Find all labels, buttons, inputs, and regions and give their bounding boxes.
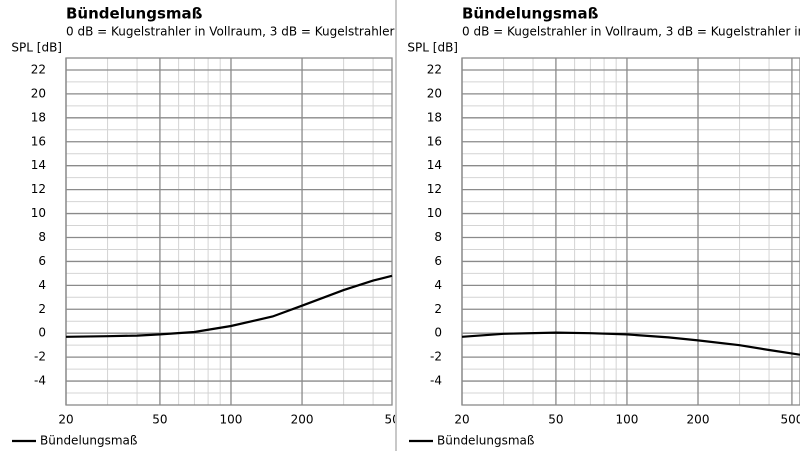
y-axis-label: SPL [dB] bbox=[407, 41, 458, 55]
x-tick-label: 50 bbox=[152, 413, 167, 427]
y-axis-label: SPL [dB] bbox=[11, 41, 62, 55]
x-tick-label: 200 bbox=[687, 413, 710, 427]
x-tick-label: 20 bbox=[454, 413, 469, 427]
y-tick-label: 2 bbox=[434, 302, 442, 316]
y-tick-label: 0 bbox=[434, 326, 442, 340]
y-tick-label: 10 bbox=[31, 206, 46, 220]
y-tick-label: -2 bbox=[430, 350, 442, 364]
y-tick-label: 10 bbox=[427, 206, 442, 220]
y-tick-label: 4 bbox=[38, 278, 46, 292]
y-tick-label: -4 bbox=[430, 374, 442, 388]
y-tick-label: 20 bbox=[31, 86, 46, 100]
chart: Bündelungsmaß 0 dB = Kugelstrahler in Vol… bbox=[407, 5, 800, 448]
x-tick-label: 500 bbox=[780, 413, 800, 427]
y-tick-label: 6 bbox=[38, 254, 46, 268]
y-tick-label: 18 bbox=[427, 110, 442, 124]
x-tick-label: 50 bbox=[548, 413, 563, 427]
divider bbox=[395, 0, 397, 451]
y-tick-label: 16 bbox=[427, 134, 442, 148]
y-tick-label: 14 bbox=[31, 158, 46, 172]
y-tick-label: 22 bbox=[31, 62, 46, 76]
data-line bbox=[461, 331, 800, 356]
chart-title: Bündelungsmaß bbox=[66, 5, 203, 23]
chart-title: Bündelungsmaß bbox=[462, 5, 599, 23]
legend-label: Bündelungsmaß bbox=[40, 434, 138, 448]
y-tick-label: 12 bbox=[427, 182, 442, 196]
chart: Bündelungsmaß 0 dB = Kugelstrahler in Vol… bbox=[11, 5, 395, 448]
plot-frame bbox=[461, 57, 800, 406]
x-tick-label: 100 bbox=[616, 413, 639, 427]
y-tick-label: 18 bbox=[31, 110, 46, 124]
y-tick-label: 22 bbox=[427, 62, 442, 76]
y-tick-label: 2 bbox=[38, 302, 46, 316]
y-tick-label: 4 bbox=[434, 278, 442, 292]
plot-frame bbox=[65, 57, 393, 406]
data-line bbox=[65, 274, 393, 338]
x-tick-label: 500 bbox=[385, 413, 395, 427]
x-tick-label: 100 bbox=[220, 413, 243, 427]
y-tick-label: -4 bbox=[34, 374, 46, 388]
y-tick-label: 0 bbox=[38, 326, 46, 340]
y-tick-label: 8 bbox=[38, 230, 46, 244]
y-tick-label: 8 bbox=[434, 230, 442, 244]
x-tick-label: 20 bbox=[58, 413, 73, 427]
y-tick-label: -2 bbox=[34, 350, 46, 364]
y-tick-label: 16 bbox=[31, 134, 46, 148]
y-tick-label: 12 bbox=[31, 182, 46, 196]
x-tick-label: 200 bbox=[291, 413, 314, 427]
chart-subtitle: 0 dB = Kugelstrahler in Vollraum, 3 dB =… bbox=[462, 25, 800, 39]
chart-subtitle: 0 dB = Kugelstrahler in Vollraum, 3 dB =… bbox=[66, 25, 395, 39]
y-tick-label: 20 bbox=[427, 86, 442, 100]
y-tick-label: 6 bbox=[434, 254, 442, 268]
y-tick-label: 14 bbox=[427, 158, 442, 172]
legend-label: Bündelungsmaß bbox=[437, 434, 535, 448]
